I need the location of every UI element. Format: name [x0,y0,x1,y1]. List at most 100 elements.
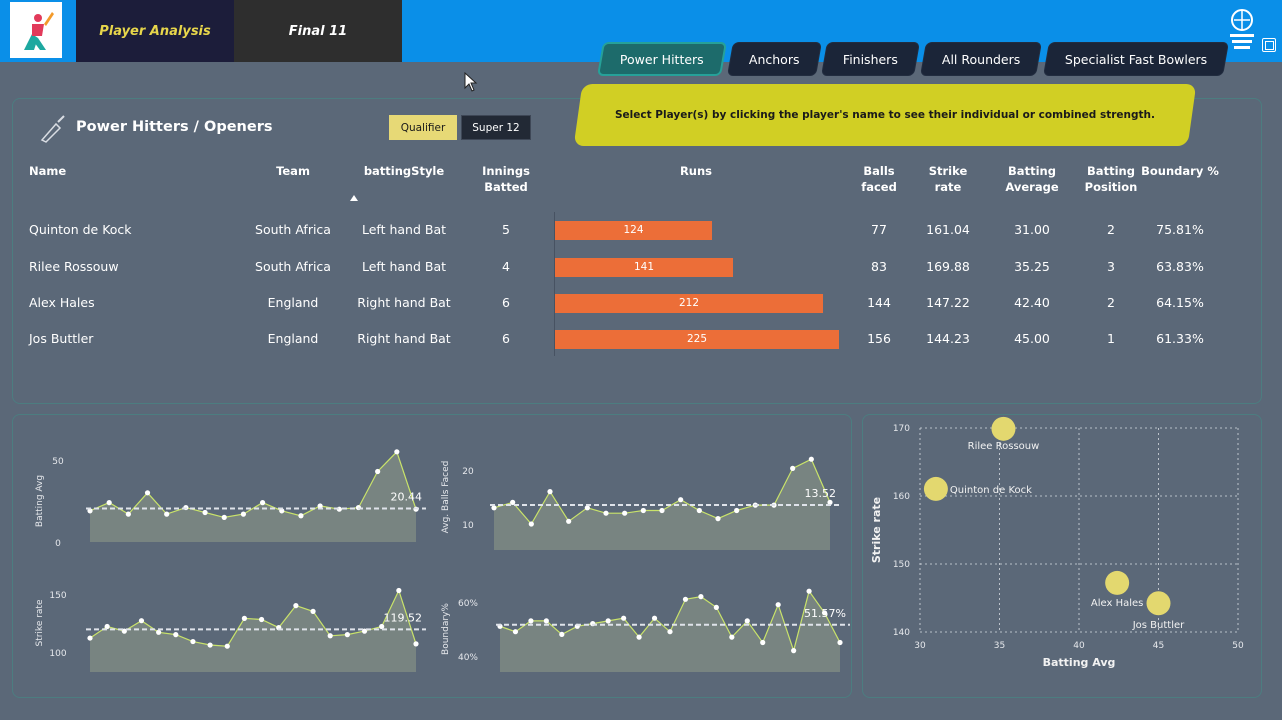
cell-team: South Africa [255,222,331,237]
y-axis-label: Boundary% [441,603,451,655]
data-point [559,631,565,637]
cell-boundary-pct: 63.83% [1156,259,1204,274]
header-runs[interactable]: Runs [679,164,713,178]
y-tick-label: 10 [462,521,474,531]
runs-bar[interactable] [555,294,823,313]
header-avg-line2: Average [1005,180,1059,194]
stage-qualifier-button[interactable]: Qualifier [389,115,457,140]
sort-ascending-icon [350,195,358,201]
y-tick-label: 100 [49,649,66,659]
world-cup-logo-icon [1230,9,1254,49]
app-logo [10,2,62,58]
y-tick-label: 150 [893,560,910,570]
data-point [106,500,112,506]
cell-name[interactable]: Alex Hales [29,295,95,310]
data-point [317,503,323,509]
cell-innings: 5 [502,222,510,237]
data-point [394,449,400,455]
cell-batting-style: Left hand Bat [361,259,447,274]
cell-boundary-pct: 64.15% [1156,295,1204,310]
tab-finishers[interactable]: Finishers [821,42,921,76]
data-point [240,511,247,517]
cell-batting-average: 35.25 [1014,259,1050,274]
average-label: 119.52 [384,611,423,624]
mouse-cursor-icon [464,72,478,92]
data-point [221,514,227,520]
data-point [603,510,609,516]
header-name[interactable]: Name [29,164,67,178]
cell-team: England [267,295,319,310]
data-point [528,521,534,527]
cell-batting-average: 31.00 [1014,222,1050,237]
runs-bar[interactable] [555,258,733,277]
header-team[interactable]: Team [276,164,310,178]
data-point [293,603,299,609]
x-tick-label: 45 [1153,641,1164,651]
data-point [713,604,719,610]
cell-innings: 6 [502,331,510,346]
data-point [528,618,534,624]
cell-batting-average: 42.40 [1014,295,1050,310]
data-point [125,511,131,517]
data-point [682,596,689,602]
stage-super12-button[interactable]: Super 12 [461,115,531,140]
header-strike-rate[interactable]: Strike rate [918,163,978,195]
cell-name[interactable]: Rilee Rossouw [29,259,119,274]
data-point [396,587,402,594]
header-boundary-pct[interactable]: Boundary % [1141,164,1219,178]
cell-name[interactable]: Jos Buttler [29,331,94,346]
y-axis-label: Strike rate [870,497,883,563]
cell-balls-faced: 156 [867,331,891,346]
y-tick-label: 170 [893,424,910,434]
data-point [87,508,93,514]
runs-bar[interactable] [555,330,839,349]
tab-all-rounders[interactable]: All Rounders [920,42,1043,76]
header-sr-line2: rate [934,180,962,194]
tab-anchors[interactable]: Anchors [726,42,822,76]
data-point [775,602,781,608]
data-point [298,513,304,519]
scatter-chart: 30 35 40 45 50 170 160 150 140 Rilee Rossouw Quint… [870,416,1244,669]
tab-specialist-fast-bowlers[interactable]: Specialist Fast Bowlers [1042,42,1229,76]
data-point [678,497,684,503]
header-balls-faced[interactable]: Balls faced [854,163,904,195]
category-tabs: Power Hitters Anchors Finishers All Roun… [597,42,1229,76]
data-point [584,505,590,511]
y-tick-label: 60% [458,599,478,609]
data-point [144,490,151,496]
header-innings[interactable]: Innings Batted [476,163,536,195]
data-point [104,623,110,630]
tab-power-hitters[interactable]: Power Hitters [597,42,727,76]
y-tick-label: 160 [893,492,910,502]
data-point [827,499,833,505]
cell-batting-style: Left hand Bat [361,222,447,237]
average-label: 51.57% [804,607,846,620]
cell-boundary-pct: 75.81% [1156,222,1204,237]
data-point [547,489,553,495]
panel-title: Power Hitters / Openers [76,119,273,135]
data-point [837,639,843,646]
maximize-icon[interactable] [1262,38,1276,52]
data-point [744,618,750,624]
y-tick-label: 140 [893,628,910,638]
x-axis-label: Batting Avg [1043,656,1116,669]
data-point [821,610,828,616]
data-point [156,629,162,635]
header-batting-style[interactable]: battingStyle [363,164,445,178]
tab-final-11[interactable]: Final 11 [234,0,402,62]
data-point [258,616,265,623]
data-point [173,632,179,638]
header-batting-position[interactable]: Batting Position [1080,163,1142,195]
cell-name[interactable]: Quinton de Kock [29,222,132,237]
data-point [640,507,646,514]
runs-bar-label: 124 [623,224,644,236]
header-sr-line1: Strike [928,164,968,178]
scatter-point [1146,591,1171,616]
runs-bar-label: 212 [678,297,700,309]
tab-player-analysis[interactable]: Player Analysis [76,0,234,62]
header-batting-average[interactable]: Batting Average [1000,163,1064,195]
scatter-point [1105,570,1130,595]
cell-batting-style: Right hand Bat [357,331,451,346]
runs-bar[interactable] [555,221,712,240]
cell-balls-faced: 77 [871,222,887,237]
